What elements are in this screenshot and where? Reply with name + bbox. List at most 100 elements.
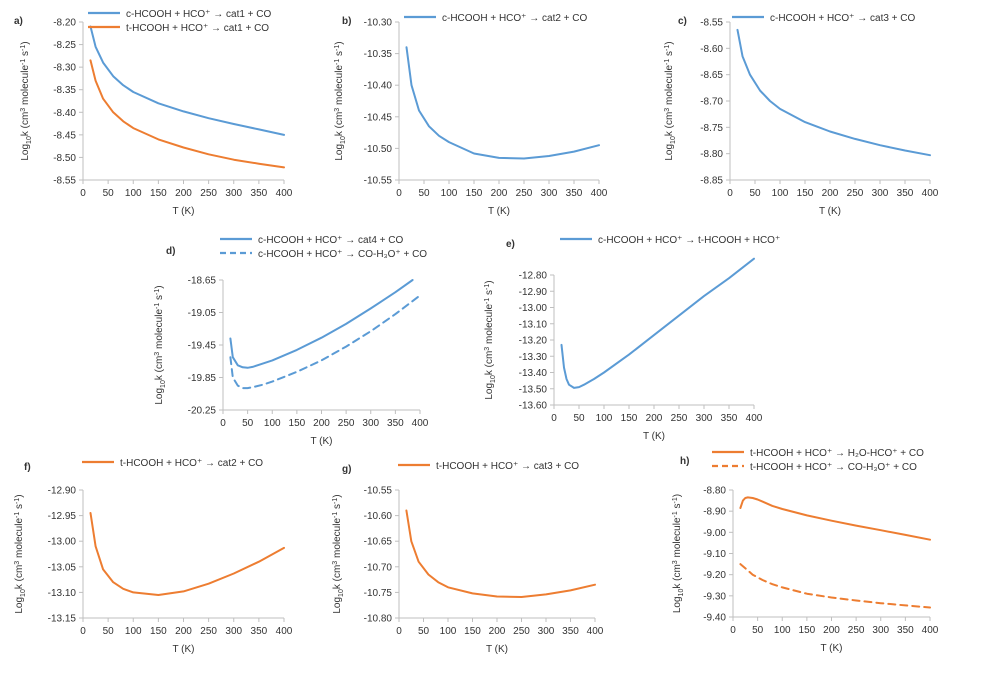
x-tick-label: 400: [746, 413, 763, 424]
x-tick-label: 150: [621, 413, 638, 424]
y-tick-label: -13.40: [519, 368, 548, 379]
y-tick-label: -8.55: [53, 176, 76, 187]
y-tick-label: -13.05: [48, 562, 77, 573]
y-tick-label: -10.60: [364, 511, 393, 522]
x-tick-label: 0: [396, 188, 402, 199]
y-axis-title-part: ): [672, 494, 683, 497]
x-tick-label: 250: [338, 418, 355, 429]
y-tick-label: -10.65: [364, 537, 393, 548]
x-tick-label: 0: [727, 188, 733, 199]
y-axis-title-part: -1: [664, 59, 671, 65]
y-tick-label: -13.60: [519, 401, 548, 412]
x-tick-label: 250: [848, 625, 865, 636]
y-tick-label: -8.45: [53, 130, 76, 141]
chart-panel-b: b) -10.30 -10.35 -10.40 -10.45 -10.50 -10.550 5…: [334, 13, 608, 217]
x-tick-label: 50: [573, 413, 585, 424]
x-tick-label: 250: [200, 188, 217, 199]
panel-label: h): [680, 456, 689, 467]
y-tick-label: -10.40: [364, 81, 393, 92]
x-tick-label: 350: [251, 188, 268, 199]
y-axis-title-part: 10: [340, 136, 347, 144]
y-axis-title-part: s: [14, 504, 25, 512]
y-tick-label: -8.90: [703, 507, 726, 518]
x-tick-label: 350: [387, 418, 404, 429]
y-axis-title-part: s: [332, 504, 343, 512]
y-tick-label: -10.80: [364, 614, 393, 625]
y-tick-label: -13.00: [48, 537, 77, 548]
y-axis-title-part: 10: [490, 375, 497, 383]
y-tick-label: -13.15: [48, 614, 77, 625]
x-tick-label: 300: [872, 625, 889, 636]
series-line: [405, 509, 596, 598]
y-tick-label: -10.50: [364, 144, 393, 155]
y-tick-label: -13.10: [519, 319, 548, 330]
y-tick-label: -13.50: [519, 384, 548, 395]
x-tick-label: 200: [175, 188, 192, 199]
x-tick-label: 200: [489, 626, 506, 637]
y-axis-title: Log10k (cm3 molecule-1 s-1): [14, 494, 27, 613]
y-axis-title-part: molecule: [334, 65, 345, 108]
y-axis-title-part: molecule: [154, 309, 165, 352]
x-axis-title: T (K): [820, 643, 842, 654]
series-line: [229, 279, 414, 369]
y-axis-title-part: Log: [484, 383, 495, 400]
chart-panel-h: h) -8.80 -8.90 -9.00 -9.10 -9.20 -9.30 -9.40 0 50…: [672, 448, 939, 654]
y-tick-label: -10.45: [364, 112, 393, 123]
series-line: [229, 294, 421, 390]
y-axis-title-part: -1: [20, 59, 27, 65]
x-tick-label: 50: [242, 418, 254, 429]
x-tick-label: 300: [538, 626, 555, 637]
y-axis-title-part: 3: [20, 108, 27, 112]
y-axis-title-part: 10: [160, 380, 167, 388]
y-tick-label: -10.55: [364, 486, 393, 497]
y-axis-title-part: s: [664, 51, 675, 59]
y-tick-label: -9.00: [703, 528, 726, 539]
x-tick-label: 50: [752, 625, 764, 636]
y-axis-title: Log10k (cm3 molecule-1 s-1): [20, 41, 33, 160]
y-axis-title-part: -1: [154, 289, 161, 295]
x-tick-label: 200: [491, 188, 508, 199]
y-axis-title: Log10k (cm3 molecule-1 s-1): [664, 41, 677, 160]
y-axis-title-part: -1: [332, 498, 339, 504]
y-axis-title-part: molecule: [484, 304, 495, 347]
x-tick-label: 200: [823, 625, 840, 636]
x-tick-label: 400: [276, 188, 293, 199]
y-axis-title-part: ): [484, 280, 495, 283]
series-line: [405, 46, 600, 160]
y-axis-title-part: 10: [20, 589, 27, 597]
series-line: [89, 512, 285, 596]
y-tick-label: -9.20: [703, 570, 726, 581]
y-axis-title-part: -1: [14, 498, 21, 504]
x-tick-label: 50: [103, 626, 115, 637]
y-tick-label: -8.30: [53, 63, 76, 74]
y-axis-title-part: ): [20, 41, 31, 44]
x-tick-label: 200: [175, 626, 192, 637]
y-axis-title-part: 3: [484, 347, 491, 351]
series-line: [89, 25, 285, 136]
y-tick-label: -8.80: [700, 149, 723, 160]
y-tick-label: -10.30: [364, 18, 393, 29]
x-tick-label: 0: [80, 188, 86, 199]
series-line: [736, 28, 931, 157]
y-tick-label: -13.10: [48, 588, 77, 599]
x-tick-label: 200: [822, 188, 839, 199]
y-axis-title-part: -1: [334, 45, 341, 51]
chart-panel-d: d) -18.65 -19.05 -19.45 -19.85 -20.250 50 100 15…: [154, 235, 429, 447]
x-tick-label: 400: [591, 188, 608, 199]
y-tick-label: -12.90: [519, 287, 548, 298]
y-tick-label: -8.80: [703, 486, 726, 497]
y-tick-label: -19.05: [188, 308, 217, 319]
legend-entry: c-HCOOH + HCO⁺ → CO-H₃O⁺ + CO: [258, 249, 427, 260]
x-tick-label: 50: [418, 626, 430, 637]
y-axis-title-part: Log: [154, 388, 165, 405]
y-tick-label: -12.95: [48, 511, 77, 522]
x-tick-label: 350: [562, 626, 579, 637]
legend-entry: c-HCOOH + HCO⁺ → cat3 + CO: [770, 13, 916, 24]
x-axis-title: T (K): [310, 436, 332, 447]
y-axis-title-part: molecule: [20, 65, 31, 108]
y-tick-label: -10.75: [364, 588, 393, 599]
x-tick-label: 400: [922, 188, 939, 199]
y-axis-title: Log10k (cm3 molecule-1 s-1): [672, 494, 685, 613]
y-axis-title-part: -1: [154, 303, 161, 309]
x-tick-label: 150: [289, 418, 306, 429]
